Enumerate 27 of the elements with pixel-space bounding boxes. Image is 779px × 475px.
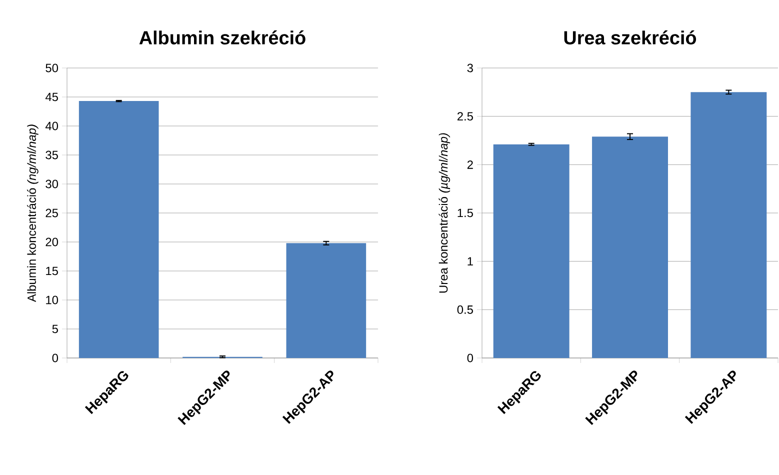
chart-title: Albumin szekréció (139, 30, 306, 44)
y-tick-label: 15 (46, 266, 58, 276)
y-tick-label: 5 (52, 324, 58, 334)
chart-title: Urea szekréció (564, 30, 696, 44)
y-tick-label: 30 (46, 180, 58, 188)
y-axis-title: Albumin koncentráció (ng/ml/nap) (27, 124, 38, 302)
bar (690, 92, 767, 358)
y-tick-label: 0 (52, 354, 58, 362)
bar (493, 144, 570, 358)
bar (78, 101, 159, 358)
bar (592, 136, 668, 358)
y-tick-label: 25 (46, 208, 58, 218)
bar (286, 243, 366, 358)
y-tick-label: 1.5 (458, 208, 473, 218)
y-tick-label: 10 (46, 296, 58, 304)
y-tick-label: 50 (46, 64, 58, 72)
y-tick-label: 1 (468, 257, 473, 266)
y-axis-title: Urea koncentráció (µg/ml/nap) (438, 133, 450, 293)
y-tick-label: 0 (467, 354, 474, 362)
y-tick-label: 45 (45, 92, 58, 102)
y-tick-label: 35 (46, 150, 58, 160)
y-tick-label: 3 (467, 64, 473, 72)
y-tick-label: 0.5 (457, 305, 473, 314)
y-tick-label: 2.5 (457, 112, 473, 121)
y-tick-label: 20 (46, 238, 58, 246)
y-tick-label: 40 (45, 122, 58, 130)
y-tick-label: 2 (467, 160, 473, 169)
